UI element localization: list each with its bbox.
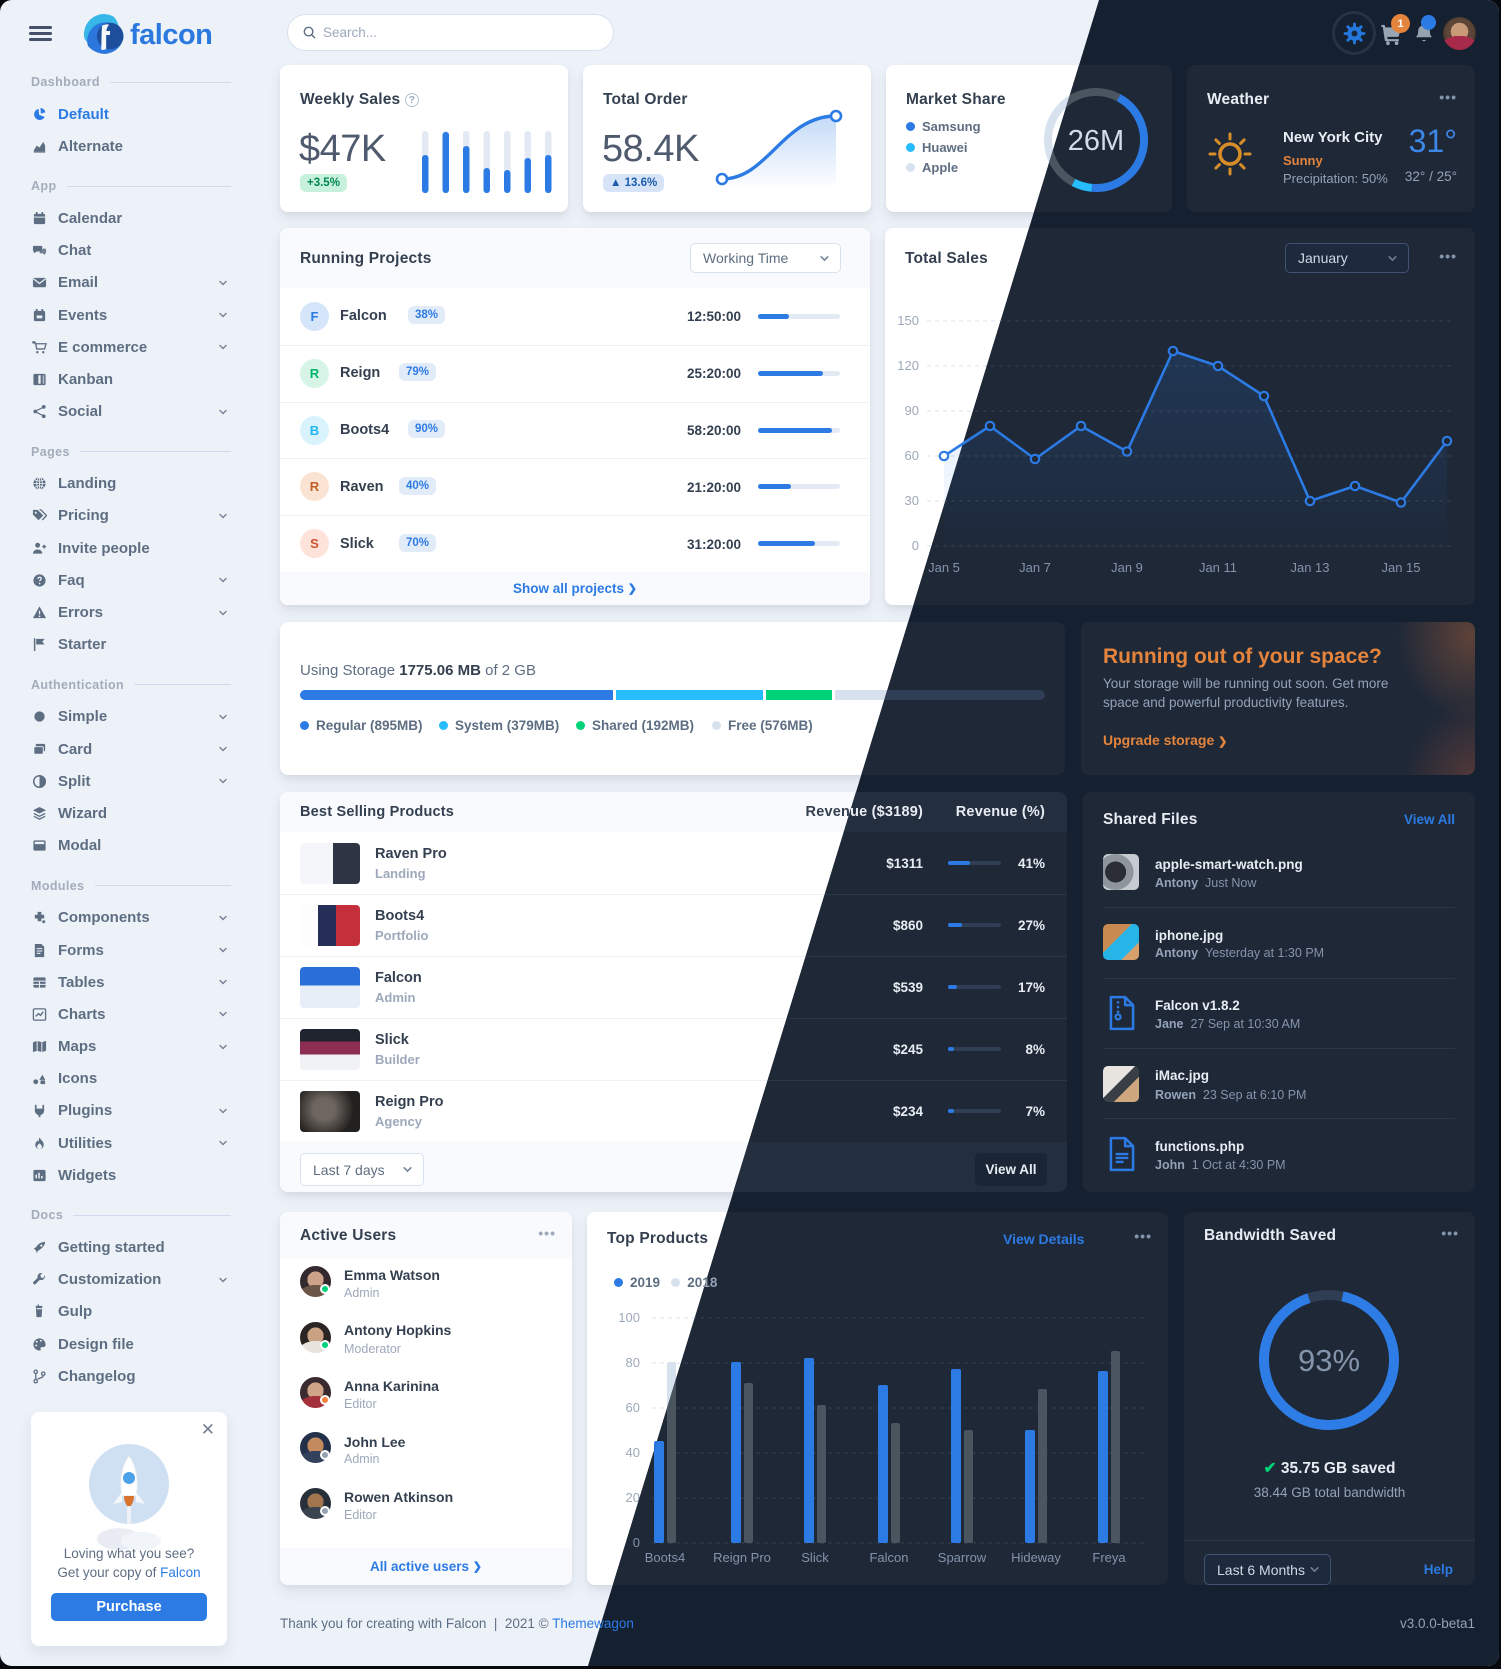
- svg-text:30: 30: [905, 493, 919, 508]
- svg-text:40: 40: [626, 1445, 640, 1460]
- svg-text:Boots4: Boots4: [645, 1550, 685, 1565]
- svg-text:93%: 93%: [1298, 1343, 1360, 1378]
- svg-text:120: 120: [897, 358, 919, 373]
- svg-text:Freya: Freya: [1092, 1550, 1126, 1565]
- svg-text:150: 150: [897, 313, 919, 328]
- svg-text:Sparrow: Sparrow: [938, 1550, 987, 1565]
- svg-text:Jan 9: Jan 9: [1111, 560, 1143, 575]
- svg-text:0: 0: [912, 538, 919, 553]
- svg-text:Falcon: Falcon: [869, 1550, 908, 1565]
- svg-text:Jan 13: Jan 13: [1290, 560, 1329, 575]
- svg-text:60: 60: [905, 448, 919, 463]
- svg-text:20: 20: [626, 1490, 640, 1505]
- svg-text:Reign Pro: Reign Pro: [713, 1550, 771, 1565]
- svg-text:Jan 15: Jan 15: [1381, 560, 1420, 575]
- svg-text:60: 60: [626, 1400, 640, 1415]
- svg-text:90: 90: [905, 403, 919, 418]
- svg-text:Jan 7: Jan 7: [1019, 560, 1051, 575]
- svg-text:100: 100: [618, 1310, 640, 1325]
- svg-text:26M: 26M: [1068, 125, 1124, 157]
- svg-text:Hideway: Hideway: [1011, 1550, 1061, 1565]
- svg-text:0: 0: [633, 1535, 640, 1550]
- svg-text:Jan 5: Jan 5: [928, 560, 960, 575]
- svg-text:Slick: Slick: [801, 1550, 829, 1565]
- svg-text:Jan 11: Jan 11: [1199, 560, 1237, 575]
- svg-text:80: 80: [626, 1355, 640, 1370]
